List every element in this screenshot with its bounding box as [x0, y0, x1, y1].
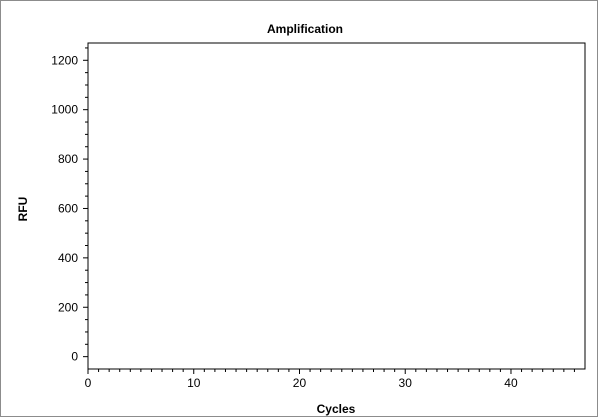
chart-title: Amplification [267, 22, 343, 36]
y-tick-label: 400 [58, 251, 78, 265]
y-tick-label: 800 [58, 152, 78, 166]
y-axis-title: RFU [16, 197, 30, 222]
x-tick-label: 10 [187, 376, 201, 390]
plot-area-border [87, 42, 586, 370]
x-axis-title: Cycles [317, 402, 356, 416]
y-tick-label: 600 [58, 201, 78, 215]
x-tick-label: 20 [293, 376, 307, 390]
x-tick-label: 30 [399, 376, 413, 390]
y-tick-label: 200 [58, 300, 78, 314]
y-tick-label: 1000 [51, 103, 78, 117]
y-tick-label: 0 [71, 350, 78, 364]
x-tick-label: 40 [504, 376, 518, 390]
x-tick-label: 0 [85, 376, 92, 390]
y-tick-label: 1200 [51, 53, 78, 67]
